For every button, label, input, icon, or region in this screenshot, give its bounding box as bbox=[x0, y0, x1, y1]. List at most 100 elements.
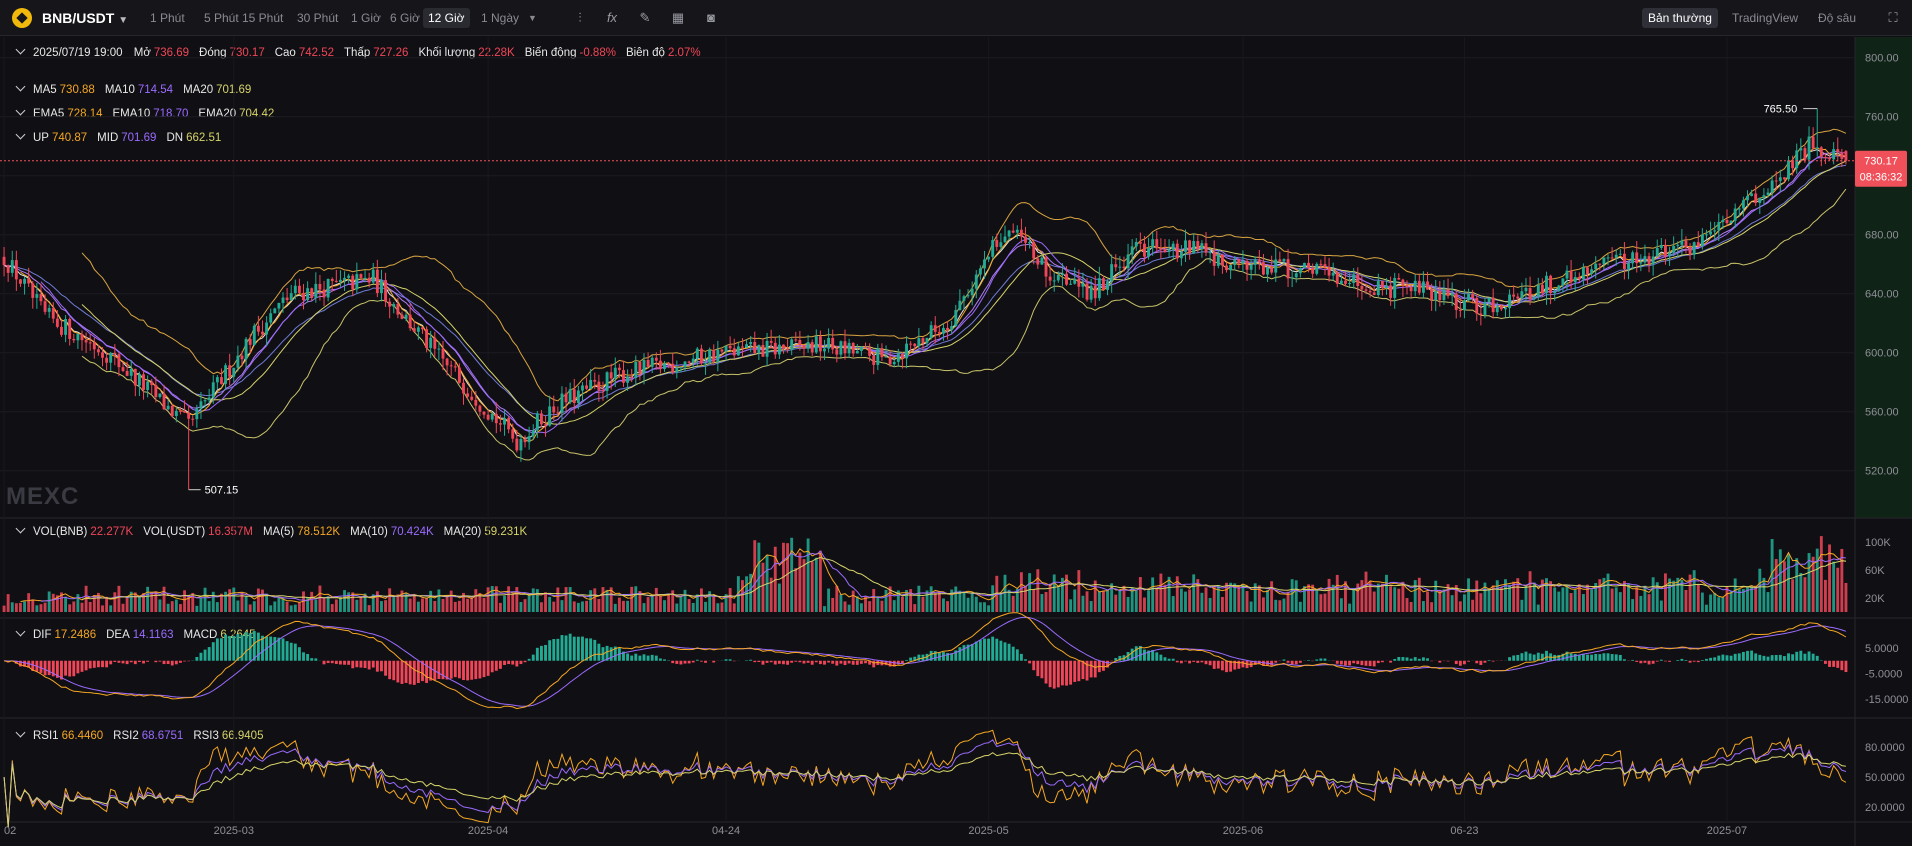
candle-body bbox=[297, 285, 301, 293]
volume-bar bbox=[572, 601, 576, 612]
draw-pencil-icon[interactable]: ✎ bbox=[639, 10, 651, 25]
volume-bar bbox=[273, 601, 277, 612]
interval-15-phút[interactable]: 15 Phút bbox=[242, 11, 284, 25]
candle-body bbox=[1454, 293, 1458, 310]
volume-bar bbox=[1573, 589, 1577, 612]
macd-histogram-bar bbox=[1586, 654, 1589, 661]
volume-bar bbox=[445, 596, 449, 612]
macd-histogram-bar bbox=[1413, 657, 1417, 661]
macd-histogram-bar bbox=[593, 639, 597, 661]
interval-1-phút[interactable]: 1 Phút bbox=[150, 11, 185, 25]
camera-icon[interactable]: ◙ bbox=[707, 10, 715, 25]
macd-histogram-bar bbox=[515, 660, 519, 667]
macd-histogram-bar bbox=[1208, 660, 1212, 666]
volume-bar bbox=[1635, 587, 1639, 612]
candle-body bbox=[1339, 280, 1343, 284]
macd-histogram-bar bbox=[367, 660, 371, 670]
macd-histogram-bar bbox=[137, 660, 141, 662]
volume-bar bbox=[195, 605, 199, 612]
volume-bar bbox=[121, 603, 125, 612]
volume-value: 22.28K bbox=[478, 47, 515, 59]
volume-bar bbox=[6, 594, 10, 612]
volume-bar bbox=[1175, 576, 1179, 612]
candle-body bbox=[1163, 249, 1167, 252]
candle-body bbox=[1266, 267, 1269, 275]
mode-1[interactable]: TradingView bbox=[1732, 11, 1799, 25]
candle-body bbox=[412, 328, 416, 332]
volume-bar bbox=[1118, 589, 1122, 612]
indicator-icon[interactable]: fx bbox=[606, 10, 618, 25]
volume-bar bbox=[240, 592, 244, 612]
macd-histogram-bar bbox=[1746, 650, 1749, 661]
macd-histogram-bar bbox=[1647, 660, 1651, 665]
volume-bar bbox=[1454, 585, 1458, 612]
symbol-selector[interactable]: BNB/USDT ▼ bbox=[42, 0, 128, 39]
candle-body bbox=[1721, 219, 1725, 223]
macd-histogram-bar bbox=[1229, 660, 1233, 672]
interval-30-phút[interactable]: 30 Phút bbox=[297, 11, 339, 25]
interval-dropdown-icon[interactable]: ▼ bbox=[528, 13, 537, 23]
volume-bar bbox=[617, 597, 621, 612]
candle-body bbox=[1491, 297, 1495, 313]
candle-body bbox=[995, 240, 999, 247]
volume-bar bbox=[392, 597, 396, 612]
candle-body bbox=[1290, 277, 1294, 279]
last-price-value: 730.17 bbox=[1864, 156, 1898, 168]
candle-body bbox=[351, 275, 355, 290]
volume-bar bbox=[1376, 583, 1380, 612]
candle-body bbox=[626, 376, 630, 383]
volume-bar bbox=[609, 587, 613, 612]
macd-histogram-bar bbox=[252, 631, 256, 661]
volume-bar bbox=[761, 562, 765, 612]
macd-histogram-bar bbox=[827, 660, 831, 663]
candle-body bbox=[1438, 291, 1442, 301]
volume-bar bbox=[101, 605, 104, 612]
candle-body bbox=[901, 353, 904, 359]
candle-body bbox=[1791, 160, 1795, 169]
macd-histogram-bar bbox=[568, 633, 572, 661]
volume-bar bbox=[84, 585, 88, 612]
legend-name: RSI1 bbox=[33, 730, 59, 742]
mode-2[interactable]: Độ sâu bbox=[1818, 11, 1857, 25]
volume-bar bbox=[1446, 584, 1450, 612]
fullscreen-icon[interactable]: ⛶ bbox=[1888, 10, 1898, 25]
interval-1-giờ[interactable]: 1 Giờ bbox=[351, 11, 381, 25]
macd-histogram-bar bbox=[1446, 660, 1450, 662]
interval-6-giờ[interactable]: 6 Giờ bbox=[390, 11, 420, 25]
macd-histogram-bar bbox=[1705, 658, 1708, 661]
volume-bar bbox=[1746, 586, 1749, 612]
candle-body bbox=[1056, 274, 1060, 281]
macd-histogram-bar bbox=[462, 660, 465, 681]
candle-body bbox=[999, 242, 1003, 247]
macd-histogram-bar bbox=[1147, 650, 1151, 661]
candle-body bbox=[699, 348, 703, 364]
candle-body bbox=[154, 385, 158, 397]
volume-bar bbox=[470, 597, 474, 612]
interval-5-phút[interactable]: 5 Phút bbox=[204, 11, 239, 25]
macd-histogram-bar bbox=[917, 654, 921, 661]
mode-0[interactable]: Bản thường bbox=[1642, 8, 1718, 28]
macd-histogram-bar bbox=[749, 659, 753, 661]
interval-1-ngày[interactable]: 1 Ngày bbox=[481, 11, 520, 25]
candle-body bbox=[449, 365, 453, 367]
volume-label: Khối lượng bbox=[418, 47, 476, 59]
layout-grid-icon[interactable]: ▦ bbox=[671, 10, 685, 25]
volume-bar bbox=[806, 538, 810, 612]
candle-type-icon[interactable]: ⫶ bbox=[578, 10, 582, 25]
interval-12-giờ[interactable]: 12 Giờ bbox=[423, 8, 470, 28]
macd-histogram-bar bbox=[1286, 660, 1290, 663]
candle-body bbox=[880, 348, 884, 358]
candle-body bbox=[1528, 288, 1532, 300]
volume-bar bbox=[396, 594, 400, 612]
volume-bar bbox=[1303, 586, 1306, 612]
candle-body bbox=[1393, 277, 1397, 298]
volume-bar bbox=[1442, 589, 1446, 612]
macd-histogram-bar bbox=[1659, 659, 1663, 661]
macd-histogram-bar bbox=[1454, 660, 1458, 665]
macd-histogram-bar bbox=[1643, 660, 1647, 663]
macd-histogram-bar bbox=[929, 650, 933, 661]
candle-body bbox=[384, 280, 387, 302]
candle-body bbox=[732, 348, 736, 356]
volume-bar bbox=[367, 605, 371, 612]
price-chart[interactable]: 800.00760.00720.00680.00640.00600.00560.… bbox=[0, 37, 1912, 846]
